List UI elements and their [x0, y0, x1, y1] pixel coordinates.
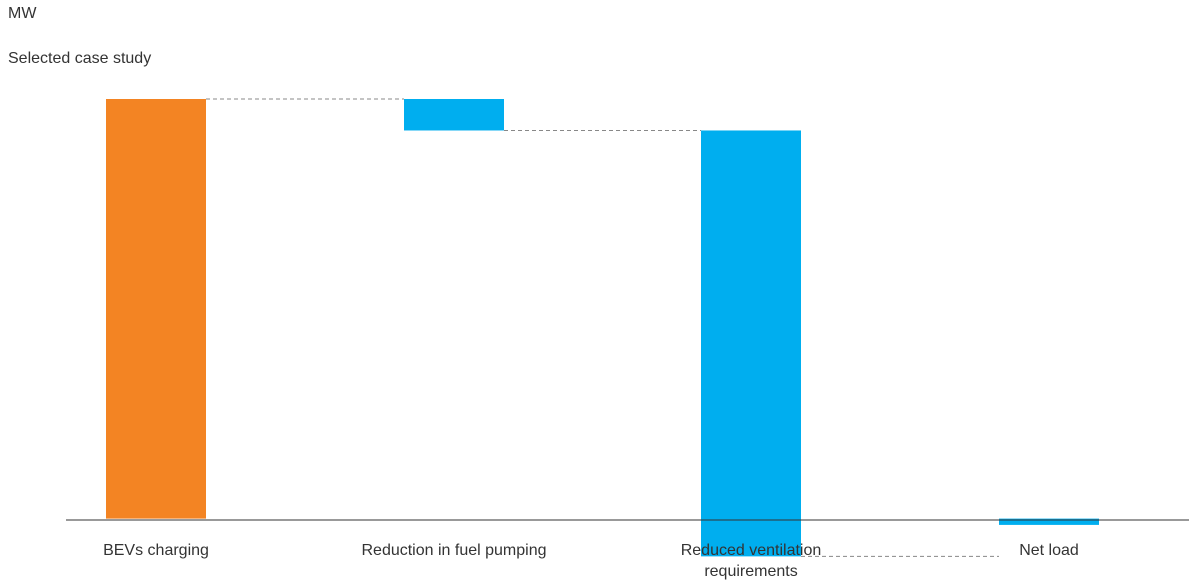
x-tick-label: BEVs charging: [103, 542, 209, 559]
bar-reduction-in-fuel-pumping: [404, 99, 504, 131]
bar-net-load: [999, 518, 1099, 525]
bar-bevs-charging: [106, 99, 206, 519]
unit-label: MW: [8, 5, 37, 22]
x-tick-label: Reduction in fuel pumping: [361, 542, 546, 559]
category-labels: BEVs charging Reduction in fuel pumping Re…: [103, 542, 1079, 580]
x-tick-label: Reduced ventilation requirements: [681, 542, 822, 580]
chart-subtitle: Selected case study: [8, 50, 152, 67]
bar-reduced-ventilation-requirements: [701, 130, 801, 557]
connector-lines: [206, 98, 999, 557]
bars-group: [106, 99, 1099, 557]
x-tick-label: Net load: [1019, 542, 1079, 559]
